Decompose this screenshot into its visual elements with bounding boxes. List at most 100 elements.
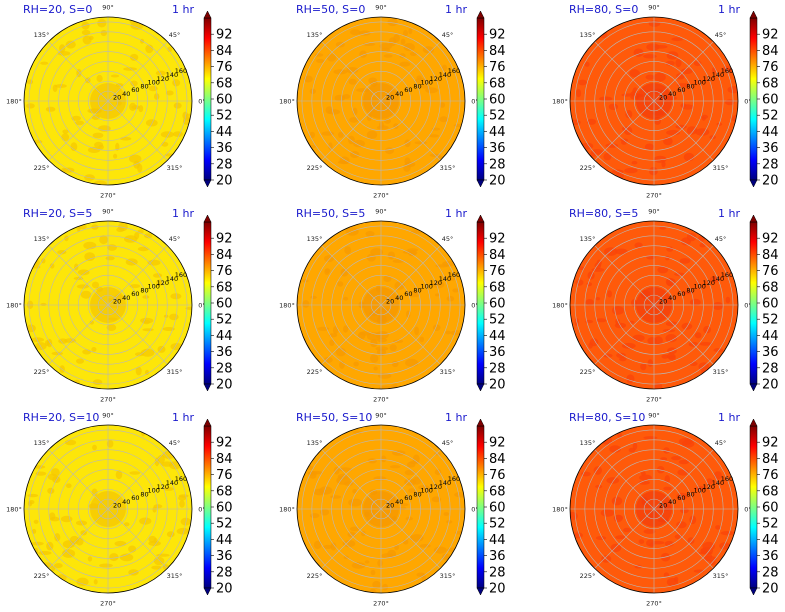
colorbar-tick-label: 76 bbox=[762, 60, 779, 75]
colorbar-tick-label: 52 bbox=[762, 109, 779, 124]
angle-tick-label: 45° bbox=[715, 439, 727, 447]
angular-grid-line bbox=[48, 304, 109, 365]
contour-patch bbox=[425, 87, 438, 94]
radial-tick-label: 20 bbox=[386, 298, 394, 306]
contour-patch bbox=[66, 483, 72, 488]
contour-patch bbox=[617, 433, 623, 438]
radial-tick-label: 20 bbox=[659, 298, 667, 306]
radial-tick-label: 40 bbox=[668, 90, 676, 98]
contour-patch bbox=[576, 89, 582, 98]
contour-patch bbox=[70, 142, 78, 152]
contour-patch bbox=[179, 500, 185, 508]
contour-patch bbox=[348, 78, 357, 85]
contour-patch bbox=[586, 282, 593, 287]
contour-patch bbox=[129, 471, 141, 475]
angular-grid-line bbox=[653, 100, 714, 161]
colorbar-tick-label: 44 bbox=[216, 533, 233, 548]
radial-tick-label: 40 bbox=[668, 294, 676, 302]
contour-patch bbox=[334, 94, 346, 102]
contour-patch bbox=[709, 135, 716, 140]
contour-patch bbox=[570, 119, 581, 126]
contour-patch bbox=[379, 43, 392, 50]
contour-patch bbox=[638, 539, 645, 544]
contour-patch bbox=[605, 143, 618, 148]
angle-tick-label: 135° bbox=[580, 31, 596, 39]
colorbar-tick-label: 76 bbox=[216, 264, 233, 279]
radial-tick-label: 40 bbox=[668, 498, 676, 506]
angle-tick-label: 180° bbox=[552, 98, 568, 106]
contour-patch bbox=[364, 560, 370, 564]
contour-patch bbox=[678, 459, 690, 465]
contour-patch bbox=[370, 248, 383, 257]
contour-patch bbox=[646, 539, 655, 547]
angle-tick-label: 45° bbox=[715, 235, 727, 243]
angle-tick-label: 225° bbox=[34, 572, 50, 580]
colorbar-tick-label: 28 bbox=[489, 565, 506, 580]
contour-patch bbox=[47, 473, 58, 481]
panel-title: RH=20, S=5 bbox=[23, 207, 93, 220]
colorbar-tick-label: 60 bbox=[489, 93, 506, 108]
contour-patch bbox=[153, 537, 158, 544]
radial-tick-label: 140 bbox=[166, 479, 178, 487]
polar-panel: RH=50, S=10 1 hr 90° 45° 0° 315° 270° 225° 180° 1… bbox=[273, 408, 535, 612]
contour-patch bbox=[367, 458, 377, 464]
angular-grid-line bbox=[48, 100, 109, 161]
contour-patch bbox=[585, 299, 594, 306]
colorbar-tick-label: 92 bbox=[489, 232, 506, 247]
angle-tick-label: 90° bbox=[648, 208, 660, 216]
angular-grid-line bbox=[48, 449, 109, 510]
colorbar-tick-label: 76 bbox=[762, 468, 779, 483]
contour-patch bbox=[403, 43, 415, 52]
polar-plot: 90°45°0°315°270°225°180°135°20 40 60 801001… bbox=[6, 412, 233, 608]
contour-patch bbox=[31, 541, 44, 546]
contour-patch bbox=[615, 535, 626, 540]
contour-patch bbox=[584, 61, 590, 67]
contour-patch bbox=[663, 137, 673, 146]
contour-patch bbox=[420, 84, 430, 89]
colorbar bbox=[476, 17, 485, 181]
contour-patch bbox=[408, 250, 416, 257]
contour-patch bbox=[644, 143, 654, 151]
colorbar-tick-label: 20 bbox=[489, 582, 506, 597]
panel-time-label: 1 hr bbox=[172, 207, 194, 220]
angle-tick-label: 270° bbox=[646, 396, 662, 404]
contour-patch bbox=[31, 528, 37, 534]
contour-patch bbox=[678, 437, 691, 446]
contour-patch bbox=[54, 563, 63, 569]
angular-grid-line bbox=[107, 41, 168, 102]
angle-tick-label: 315° bbox=[713, 572, 729, 580]
contour-patch bbox=[671, 456, 681, 461]
contour-patch bbox=[689, 361, 698, 366]
radial-tick-label: 40 bbox=[122, 90, 130, 98]
contour-patch bbox=[91, 347, 97, 352]
panel-time-label: 1 hr bbox=[718, 3, 740, 16]
contour-patch bbox=[185, 306, 192, 311]
colorbar-extend-max bbox=[203, 10, 212, 19]
angular-grid-line bbox=[107, 100, 168, 161]
contour-patch bbox=[332, 326, 339, 335]
colorbar-extend-max bbox=[476, 418, 485, 427]
contour-patch bbox=[157, 455, 165, 464]
angle-tick-label: 0° bbox=[744, 98, 751, 106]
radial-tick-label: 80 bbox=[686, 286, 694, 294]
colorbar-extend-min bbox=[203, 587, 212, 596]
radial-tick-label: 60 bbox=[677, 290, 685, 298]
angle-tick-label: 45° bbox=[442, 439, 454, 447]
contour-patch bbox=[666, 51, 679, 60]
contour-patch bbox=[682, 291, 694, 295]
radial-tick-label: 40 bbox=[122, 498, 130, 506]
contour-patch bbox=[344, 246, 352, 255]
contour-patch bbox=[352, 107, 358, 116]
contour-patch bbox=[441, 553, 451, 561]
contour-patch bbox=[96, 74, 103, 83]
colorbar-tick-label: 68 bbox=[489, 76, 506, 91]
angle-tick-label: 180° bbox=[552, 506, 568, 514]
contour-patch bbox=[656, 466, 665, 474]
colorbar-tick-label: 92 bbox=[216, 232, 233, 247]
angle-tick-label: 270° bbox=[646, 600, 662, 608]
contour-patch bbox=[443, 512, 449, 516]
contour-patch bbox=[155, 279, 164, 287]
contour-patch bbox=[106, 324, 117, 331]
contour-patch bbox=[680, 507, 689, 514]
radial-tick-label: 60 bbox=[677, 86, 685, 94]
